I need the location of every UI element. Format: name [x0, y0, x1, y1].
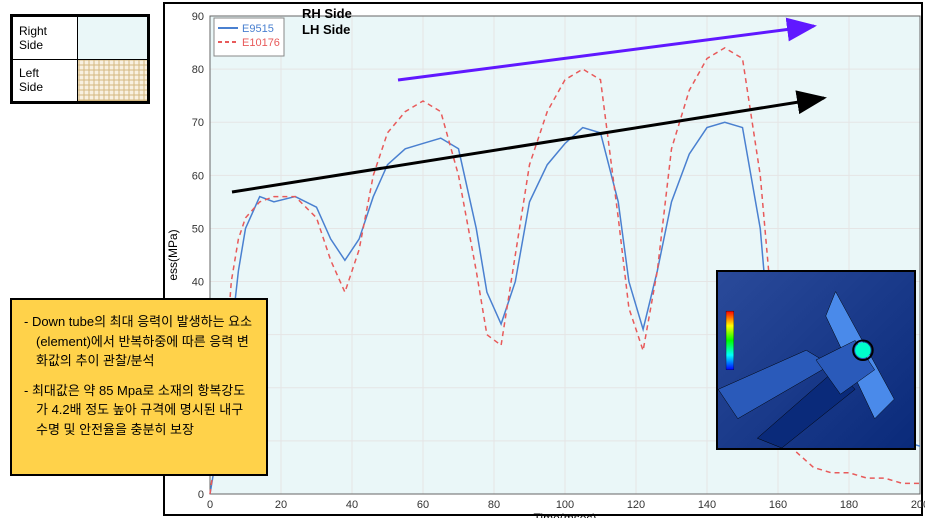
svg-text:0: 0 — [198, 489, 204, 501]
svg-text:200: 200 — [911, 499, 925, 511]
svg-text:LH Side: LH Side — [302, 22, 350, 37]
svg-text:180: 180 — [840, 499, 858, 511]
svg-text:90: 90 — [192, 11, 204, 23]
svg-text:120: 120 — [627, 499, 645, 511]
legend-right-label: Right Side — [13, 17, 78, 60]
note-line-1: - Down tube의 최대 응력이 발생하는 요소(element)에서 반… — [24, 312, 254, 371]
svg-text:40: 40 — [346, 499, 358, 511]
svg-text:20: 20 — [275, 499, 287, 511]
side-legend-table: Right Side Left Side — [12, 16, 148, 102]
svg-text:60: 60 — [192, 170, 204, 182]
svg-text:0: 0 — [207, 499, 213, 511]
fea-inset-image — [716, 270, 916, 450]
svg-text:E9515: E9515 — [242, 23, 274, 35]
legend-left-swatch — [78, 59, 148, 102]
svg-text:Time(msec): Time(msec) — [534, 511, 597, 518]
svg-text:70: 70 — [192, 117, 204, 129]
svg-text:40: 40 — [192, 277, 204, 289]
svg-text:140: 140 — [698, 499, 716, 511]
side-legend-box: Right Side Left Side — [10, 14, 150, 104]
svg-text:160: 160 — [769, 499, 787, 511]
svg-text:80: 80 — [192, 64, 204, 76]
svg-text:60: 60 — [417, 499, 429, 511]
fea-svg — [718, 272, 914, 448]
svg-text:RH Side: RH Side — [302, 6, 352, 21]
svg-text:100: 100 — [556, 499, 574, 511]
svg-text:80: 80 — [488, 499, 500, 511]
legend-left-label: Left Side — [13, 59, 78, 102]
note-line-2: - 최대값은 약 85 Mpa로 소재의 항복강도가 4.2배 정도 높아 규격… — [24, 381, 254, 440]
svg-text:ess(MPa): ess(MPa) — [166, 229, 180, 280]
analysis-note-box: - Down tube의 최대 응력이 발생하는 요소(element)에서 반… — [10, 298, 268, 476]
svg-text:E10176: E10176 — [242, 37, 280, 49]
svg-text:50: 50 — [192, 223, 204, 235]
legend-right-swatch — [78, 17, 148, 60]
